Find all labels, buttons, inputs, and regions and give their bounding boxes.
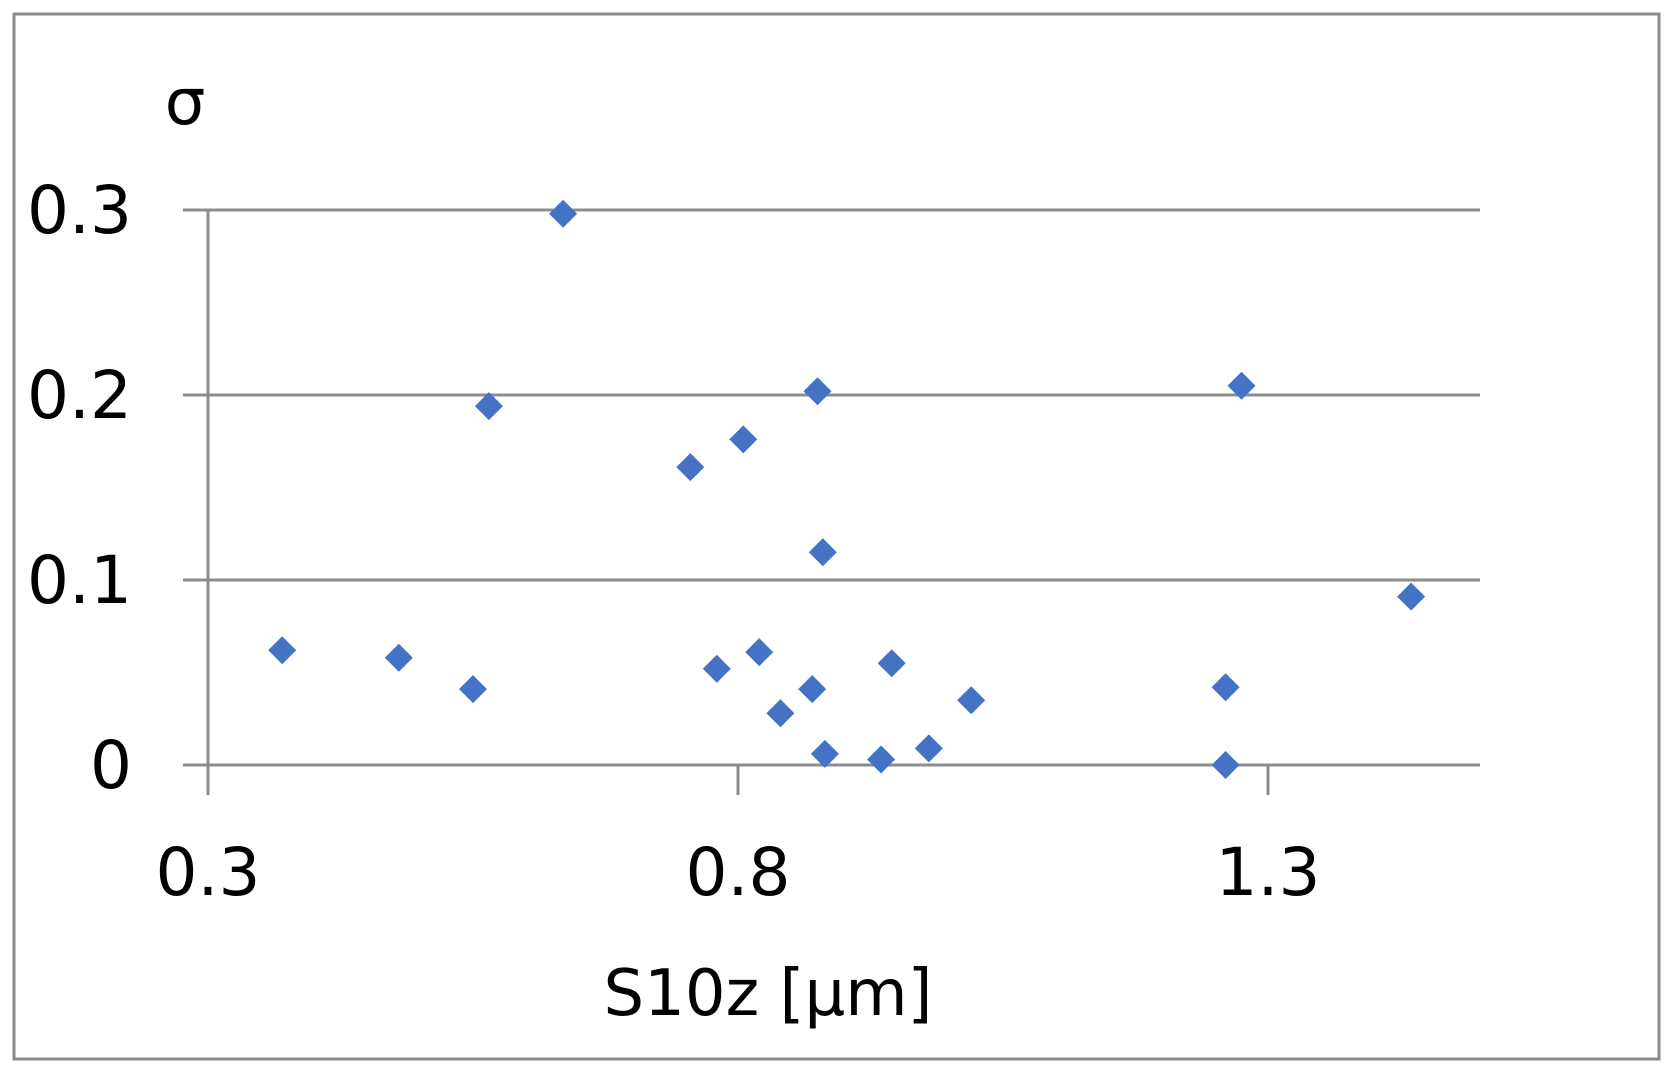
y-axis-title: σ [165, 66, 206, 140]
y-tick-label: 0.3 [27, 172, 132, 249]
data-point [1397, 582, 1426, 611]
x-axis-title: S10z [µm] [604, 957, 933, 1031]
x-tick-label: 0.8 [686, 834, 791, 911]
data-point [914, 734, 943, 763]
y-tick-label: 0.2 [27, 357, 132, 434]
data-point [745, 638, 774, 667]
data-point [549, 199, 578, 228]
data-points [268, 199, 1426, 779]
data-point [766, 699, 795, 728]
chart-frame [12, 12, 1661, 1061]
data-point [474, 392, 503, 421]
data-point [867, 745, 896, 774]
data-point [729, 425, 758, 454]
data-point [808, 538, 837, 567]
data-point [268, 636, 297, 665]
y-tick-label: 0 [90, 727, 132, 804]
x-tick-label: 0.3 [156, 834, 261, 911]
axes [206, 210, 1270, 795]
data-point [676, 453, 705, 482]
data-point [1227, 371, 1256, 400]
data-point [1211, 751, 1240, 779]
data-point [384, 643, 413, 672]
data-point [810, 739, 839, 768]
y-tick-label: 0.1 [27, 542, 132, 619]
data-point [702, 654, 731, 683]
data-point [803, 377, 832, 406]
x-tick-label: 1.3 [1216, 834, 1321, 911]
grid-lines [183, 208, 1480, 767]
data-point [459, 675, 487, 704]
data-point [798, 675, 827, 704]
data-point [877, 649, 906, 678]
data-point [1211, 673, 1240, 702]
data-point [957, 686, 986, 715]
tick-labels: 0 0.1 0.2 0.3 0.3 0.8 1.3 [27, 172, 1320, 911]
